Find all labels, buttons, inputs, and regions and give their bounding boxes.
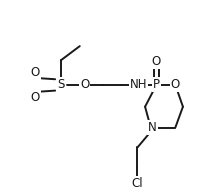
Text: S: S — [57, 78, 65, 91]
Text: Cl: Cl — [132, 177, 143, 190]
Text: O: O — [31, 91, 40, 104]
Text: O: O — [80, 78, 89, 91]
Text: O: O — [31, 66, 40, 79]
Text: O: O — [152, 55, 161, 68]
Text: P: P — [153, 78, 160, 91]
Text: NH: NH — [130, 78, 147, 91]
Text: N: N — [148, 121, 157, 134]
Text: O: O — [171, 78, 180, 91]
